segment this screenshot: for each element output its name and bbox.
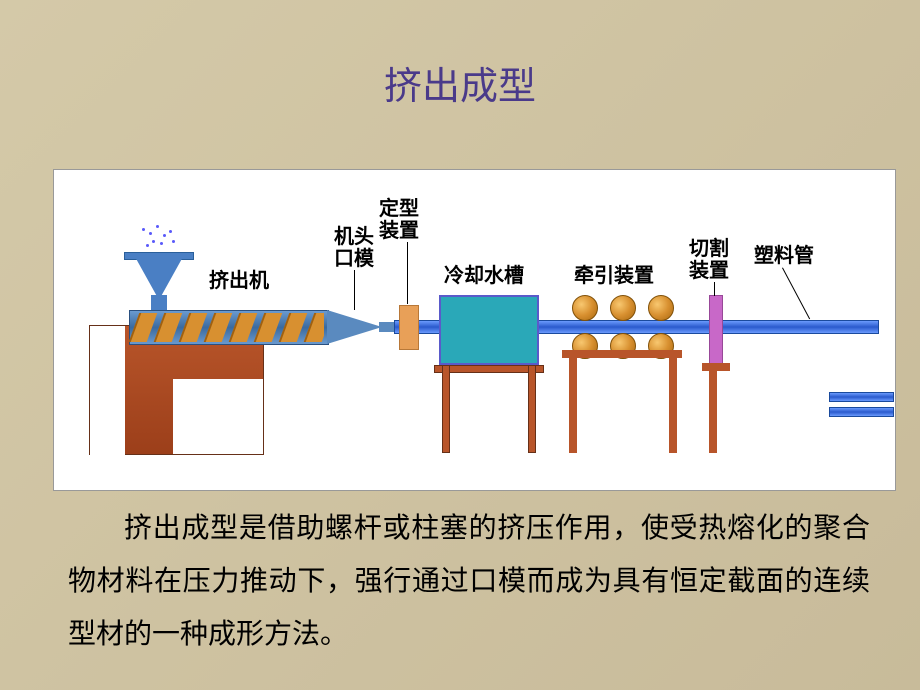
leader-line — [714, 282, 715, 296]
label-product: 塑料管 — [754, 245, 814, 267]
leader-line — [354, 270, 355, 310]
extrusion-diagram: 挤出机 机头 口模 定型 装置 冷却水槽 牵引装置 切割 装置 塑料管 — [54, 170, 895, 490]
label-extruder: 挤出机 — [209, 270, 269, 292]
description-text: 挤出成型是借助螺杆或柱塞的挤压作用，使受热熔化的聚合物材料在压力推动下，强行通过… — [68, 502, 870, 662]
leader-line — [407, 242, 408, 304]
granule — [152, 240, 155, 243]
diagram-container: 挤出机 机头 口模 定型 装置 冷却水槽 牵引装置 切割 装置 塑料管 — [53, 169, 896, 491]
screw-threads — [129, 313, 324, 342]
puller-roller — [648, 295, 674, 321]
cutter-device — [709, 295, 723, 365]
hopper-funnel — [134, 255, 184, 300]
granule — [142, 228, 145, 231]
leader-line — [782, 268, 810, 320]
label-cooling: 冷却水槽 — [444, 265, 524, 287]
cut-pipe — [829, 392, 894, 402]
granule — [160, 242, 163, 245]
label-sizing: 定型 装置 — [379, 198, 419, 242]
label-cutter: 切割 装置 — [689, 238, 729, 282]
granule — [156, 225, 159, 228]
cooling-tank — [439, 295, 539, 365]
granule — [169, 230, 172, 233]
granule — [172, 240, 175, 243]
puller-leg — [669, 350, 677, 453]
label-puller: 牵引装置 — [574, 265, 654, 287]
cooling-table — [434, 365, 544, 453]
granule — [163, 234, 166, 237]
puller-roller — [572, 295, 598, 321]
puller-leg — [569, 350, 577, 453]
cutter-leg — [709, 363, 717, 453]
granule — [146, 244, 149, 247]
page-title: 挤出成型 — [0, 0, 920, 110]
label-die-head: 机头 口模 — [334, 226, 374, 270]
granule — [149, 232, 152, 235]
puller-base — [562, 350, 682, 358]
die-cone — [327, 310, 382, 344]
extruder-notch — [173, 379, 263, 454]
extruder-notch2 — [90, 326, 125, 456]
puller-roller — [610, 295, 636, 321]
cut-pipe — [829, 407, 894, 417]
sizing-device — [399, 305, 419, 350]
